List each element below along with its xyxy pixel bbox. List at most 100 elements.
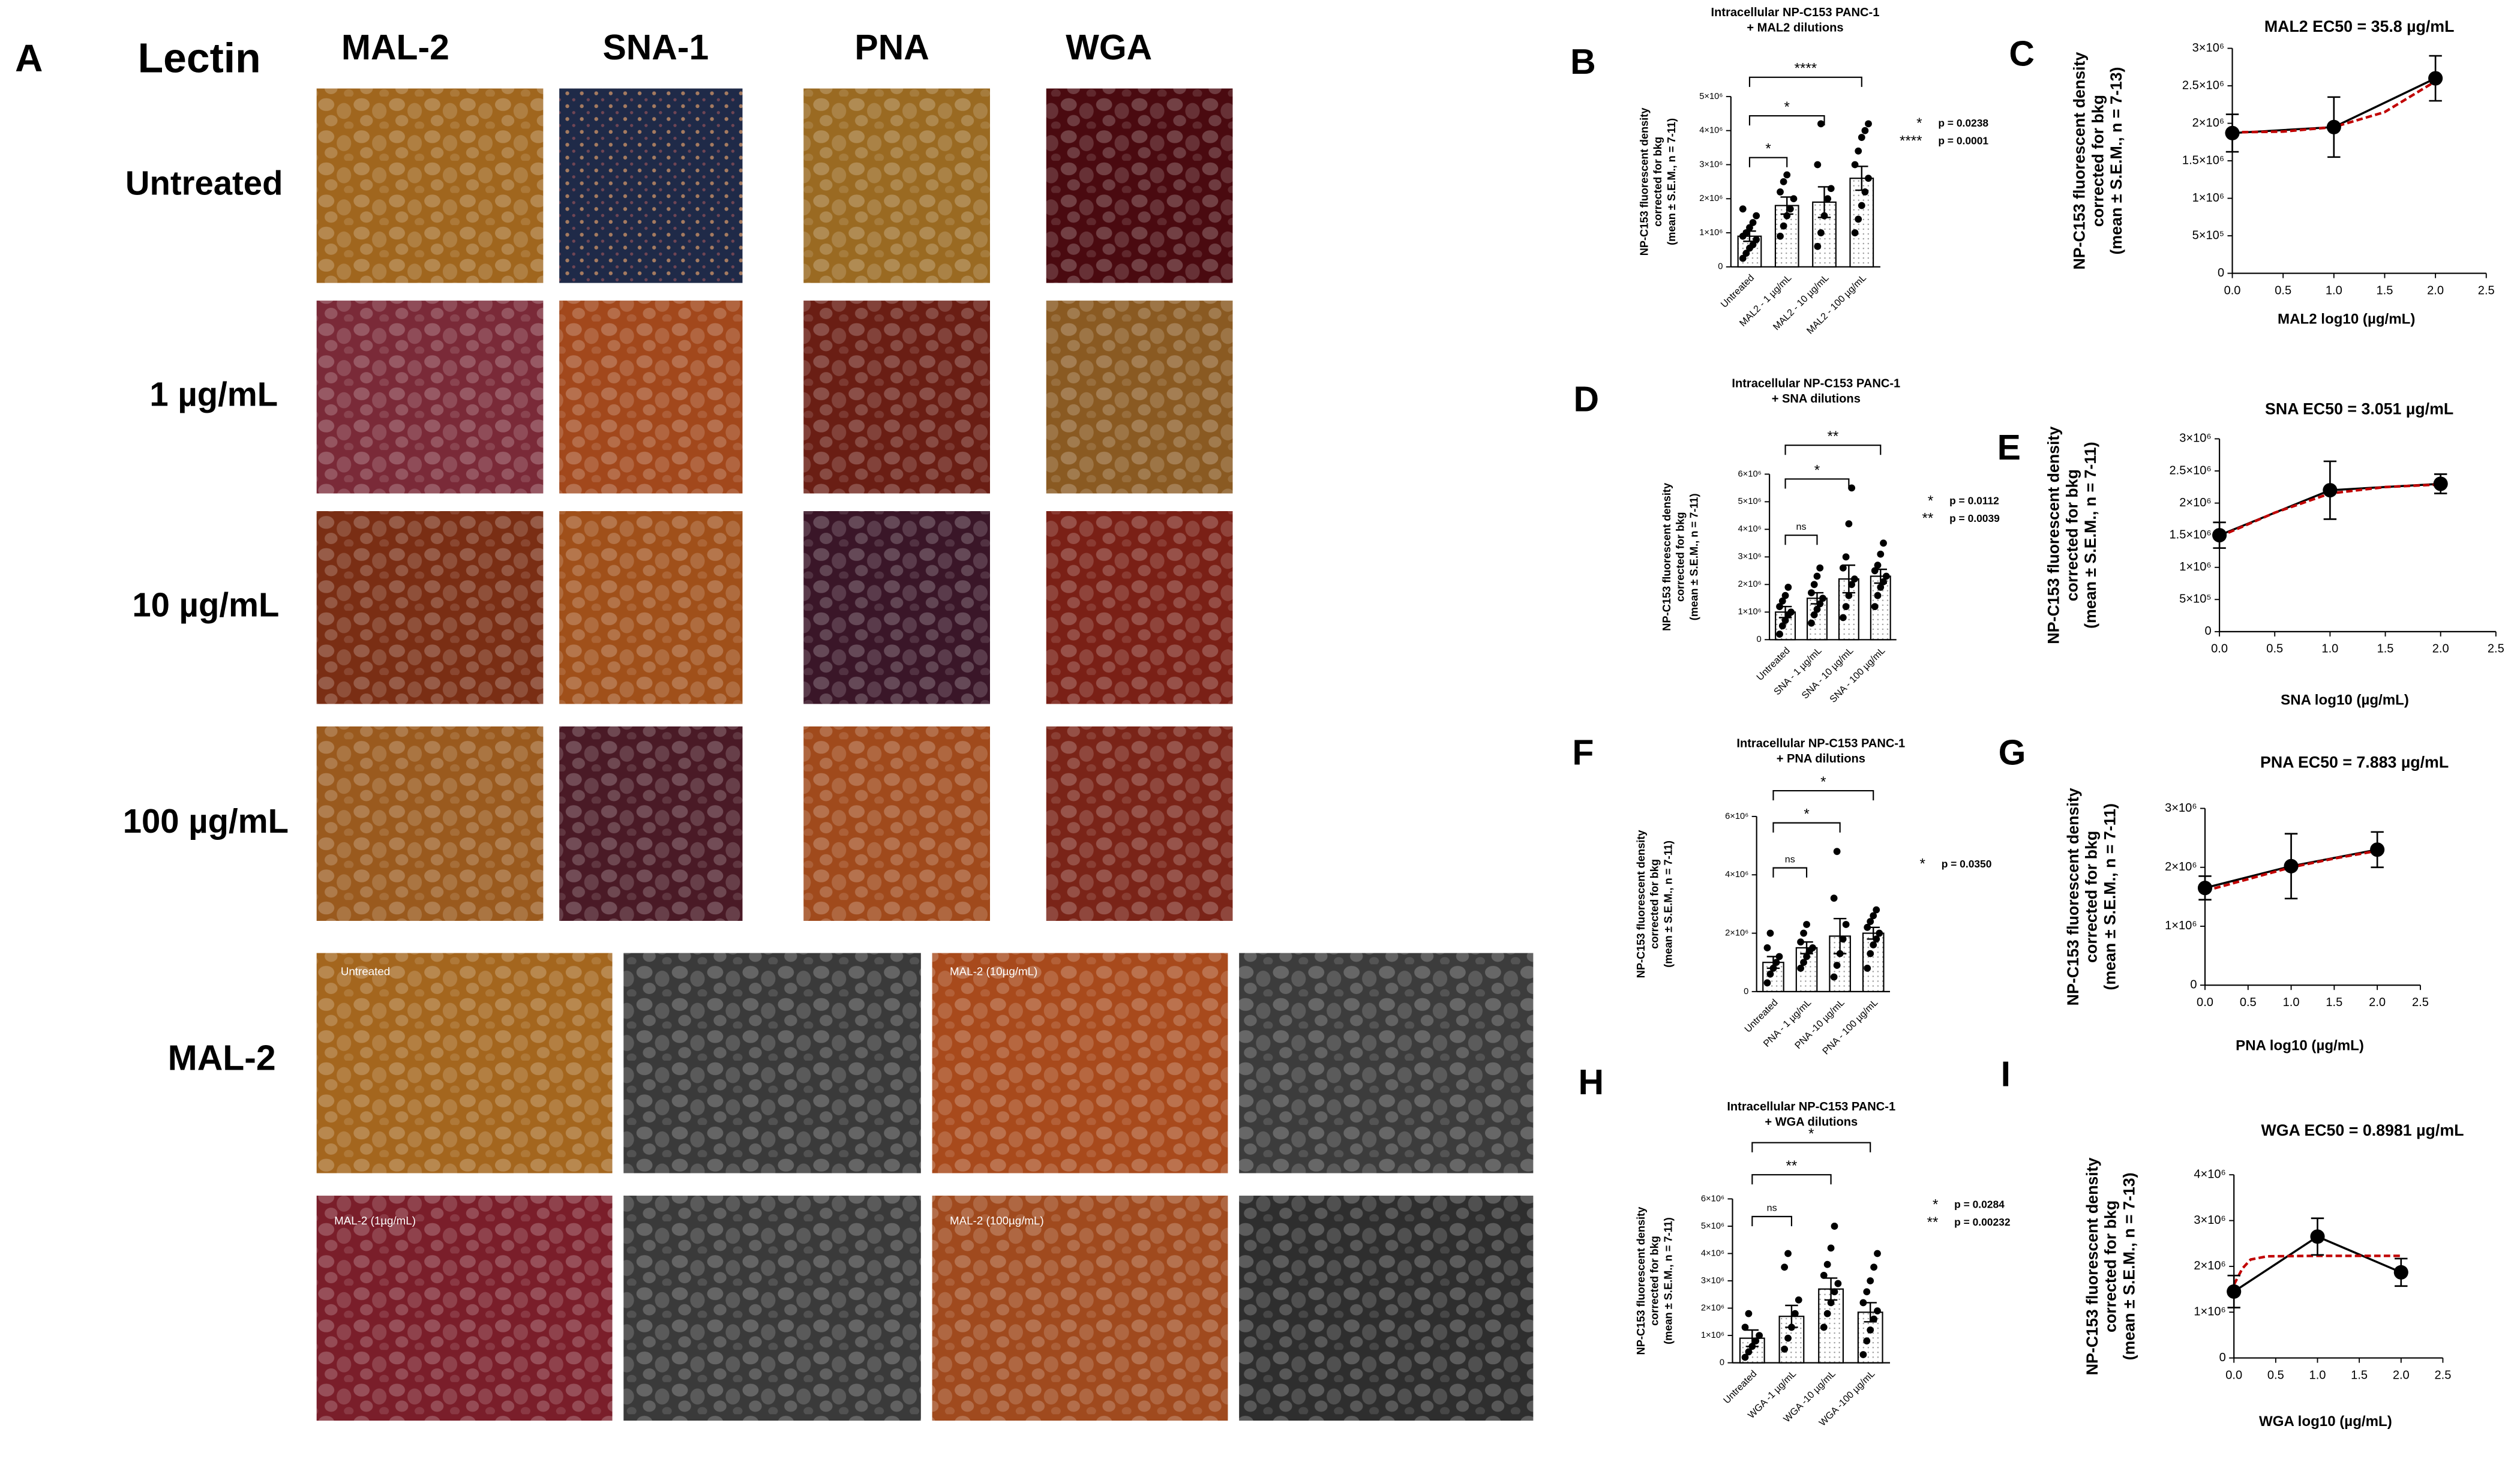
data-point bbox=[1839, 935, 1847, 943]
significance-label: ns bbox=[1785, 854, 1795, 864]
x-tick-label: 1.0 bbox=[2326, 284, 2342, 297]
significance-label: * bbox=[1808, 1126, 1814, 1142]
data-point bbox=[1861, 188, 1869, 196]
y-axis-label: NP-C153 fluorescent density bbox=[2070, 52, 2088, 269]
y-tick-label: 0 bbox=[2190, 978, 2197, 991]
x-tick-label: 0.5 bbox=[2275, 284, 2291, 297]
p-value-stars: **** bbox=[1900, 133, 1922, 149]
data-point bbox=[1745, 1348, 1753, 1356]
x-tick-label: 2.0 bbox=[2427, 284, 2444, 297]
data-point bbox=[1833, 848, 1841, 855]
data-point bbox=[1867, 1326, 1874, 1334]
data-point bbox=[1867, 950, 1874, 957]
data-point bbox=[1803, 921, 1810, 928]
data-point bbox=[1851, 161, 1859, 169]
data-point bbox=[1739, 205, 1747, 213]
x-tick-label: Untreated bbox=[1719, 272, 1757, 310]
data-point bbox=[1877, 550, 1885, 558]
x-tick-label: 0.5 bbox=[2267, 1368, 2284, 1382]
y-axis-label: corrected for bkg bbox=[2063, 469, 2081, 601]
p-value: p = 0.0284 bbox=[1954, 1199, 2005, 1211]
data-point bbox=[1784, 1334, 1792, 1342]
x-tick-label: 2.0 bbox=[2393, 1368, 2410, 1382]
micrograph-texture bbox=[1046, 511, 1233, 704]
significance-bracket bbox=[1751, 1174, 1832, 1185]
data-point bbox=[1851, 229, 1859, 236]
data-point bbox=[1783, 171, 1791, 179]
data-point bbox=[1823, 1260, 1831, 1268]
data-point bbox=[1827, 1299, 1835, 1307]
significance-label: * bbox=[1784, 99, 1790, 115]
y-tick-label: 3×10⁶ bbox=[1738, 552, 1761, 562]
data-point bbox=[1763, 979, 1771, 987]
y-axis-label: (mean ± S.E.M., n = 7-11) bbox=[1688, 493, 1700, 620]
data-point bbox=[1781, 592, 1789, 599]
data-point bbox=[1814, 161, 1822, 169]
y-axis-label: corrected for bkg bbox=[1649, 1236, 1661, 1326]
y-tick-label: 5×10⁶ bbox=[1738, 497, 1761, 506]
micrograph-texture bbox=[623, 1196, 921, 1421]
chart-title: Intracellular NP-C153 PANC-1 bbox=[1727, 1100, 1895, 1113]
data-point bbox=[1831, 1288, 1838, 1296]
data-point bbox=[1790, 195, 1798, 203]
micrograph-texture bbox=[932, 1196, 1228, 1421]
x-axis-label: WGA log10 (µg/mL) bbox=[2259, 1413, 2392, 1430]
x-axis-label: MAL2 log10 (µg/mL) bbox=[2278, 311, 2415, 328]
y-tick-label: 5×10⁵ bbox=[2192, 229, 2225, 242]
data-point bbox=[1873, 906, 1880, 914]
data-point bbox=[1756, 1332, 1763, 1339]
micrograph-texture bbox=[1046, 726, 1233, 921]
data-point bbox=[1749, 219, 1757, 226]
micrograph-texture bbox=[559, 511, 743, 704]
y-tick-label: 0 bbox=[2218, 266, 2224, 280]
p-value: p = 0.0238 bbox=[1938, 117, 1988, 129]
p-value-stars: ** bbox=[1927, 1214, 1939, 1230]
data-point bbox=[2310, 1229, 2325, 1244]
x-tick-label: Untreated bbox=[1721, 1368, 1759, 1406]
micrograph-texture bbox=[316, 88, 544, 283]
y-tick-label: 2×10⁶ bbox=[1701, 1303, 1724, 1313]
row-label: 1 µg/mL bbox=[149, 376, 278, 413]
data-point bbox=[1830, 973, 1838, 981]
micrograph-texture bbox=[803, 726, 990, 921]
data-point bbox=[1865, 175, 1872, 182]
data-point bbox=[1842, 553, 1850, 561]
y-tick-label: 1×10⁶ bbox=[1699, 228, 1723, 238]
significance-label: **** bbox=[1795, 61, 1817, 77]
data-point bbox=[2433, 476, 2448, 491]
x-tick-label: 2.5 bbox=[2478, 284, 2495, 297]
significance-bracket bbox=[1772, 867, 1808, 878]
data-point bbox=[1848, 484, 1856, 492]
significance-label: * bbox=[1814, 462, 1820, 478]
chart-title: Intracellular NP-C153 PANC-1 bbox=[1736, 737, 1905, 750]
data-point bbox=[1831, 1223, 1838, 1230]
y-axis-label: (mean ± S.E.M., n = 7-13) bbox=[2120, 1172, 2138, 1360]
data-point bbox=[1777, 232, 1784, 240]
y-tick-label: 2×10⁶ bbox=[1725, 928, 1748, 938]
data-point bbox=[1803, 953, 1810, 960]
data-point bbox=[1833, 962, 1841, 969]
data-point bbox=[1784, 1250, 1792, 1257]
x-tick-label: 0.0 bbox=[2211, 643, 2228, 656]
y-axis-label: corrected for bkg bbox=[1649, 859, 1661, 949]
y-tick-label: 3×10⁶ bbox=[2194, 1214, 2226, 1227]
micrograph-texture bbox=[803, 301, 990, 494]
row-label: 10 µg/mL bbox=[132, 586, 279, 624]
data-point bbox=[1800, 959, 1807, 966]
data-point bbox=[1864, 965, 1871, 972]
data-point bbox=[1776, 631, 1783, 638]
y-tick-label: 0 bbox=[2219, 1351, 2226, 1364]
significance-label: * bbox=[1765, 141, 1771, 157]
x-tick-label: 1.0 bbox=[2321, 643, 2338, 656]
x-tick-label: 1.5 bbox=[2377, 643, 2394, 656]
y-tick-label: 2.5×10⁶ bbox=[2169, 464, 2211, 477]
panel-letter: E bbox=[1997, 428, 2021, 467]
image-label: MAL-2 (1µg/mL) bbox=[334, 1214, 416, 1227]
data-point bbox=[1834, 1280, 1842, 1287]
y-axis-label: (mean ± S.E.M., n = 7-11) bbox=[1666, 118, 1678, 245]
y-axis-label: NP-C153 fluorescent density bbox=[1635, 830, 1647, 978]
data-point bbox=[1781, 617, 1789, 624]
y-tick-label: 4×10⁶ bbox=[1701, 1248, 1724, 1258]
data-point bbox=[1850, 575, 1858, 583]
data-point bbox=[1870, 1263, 1877, 1271]
